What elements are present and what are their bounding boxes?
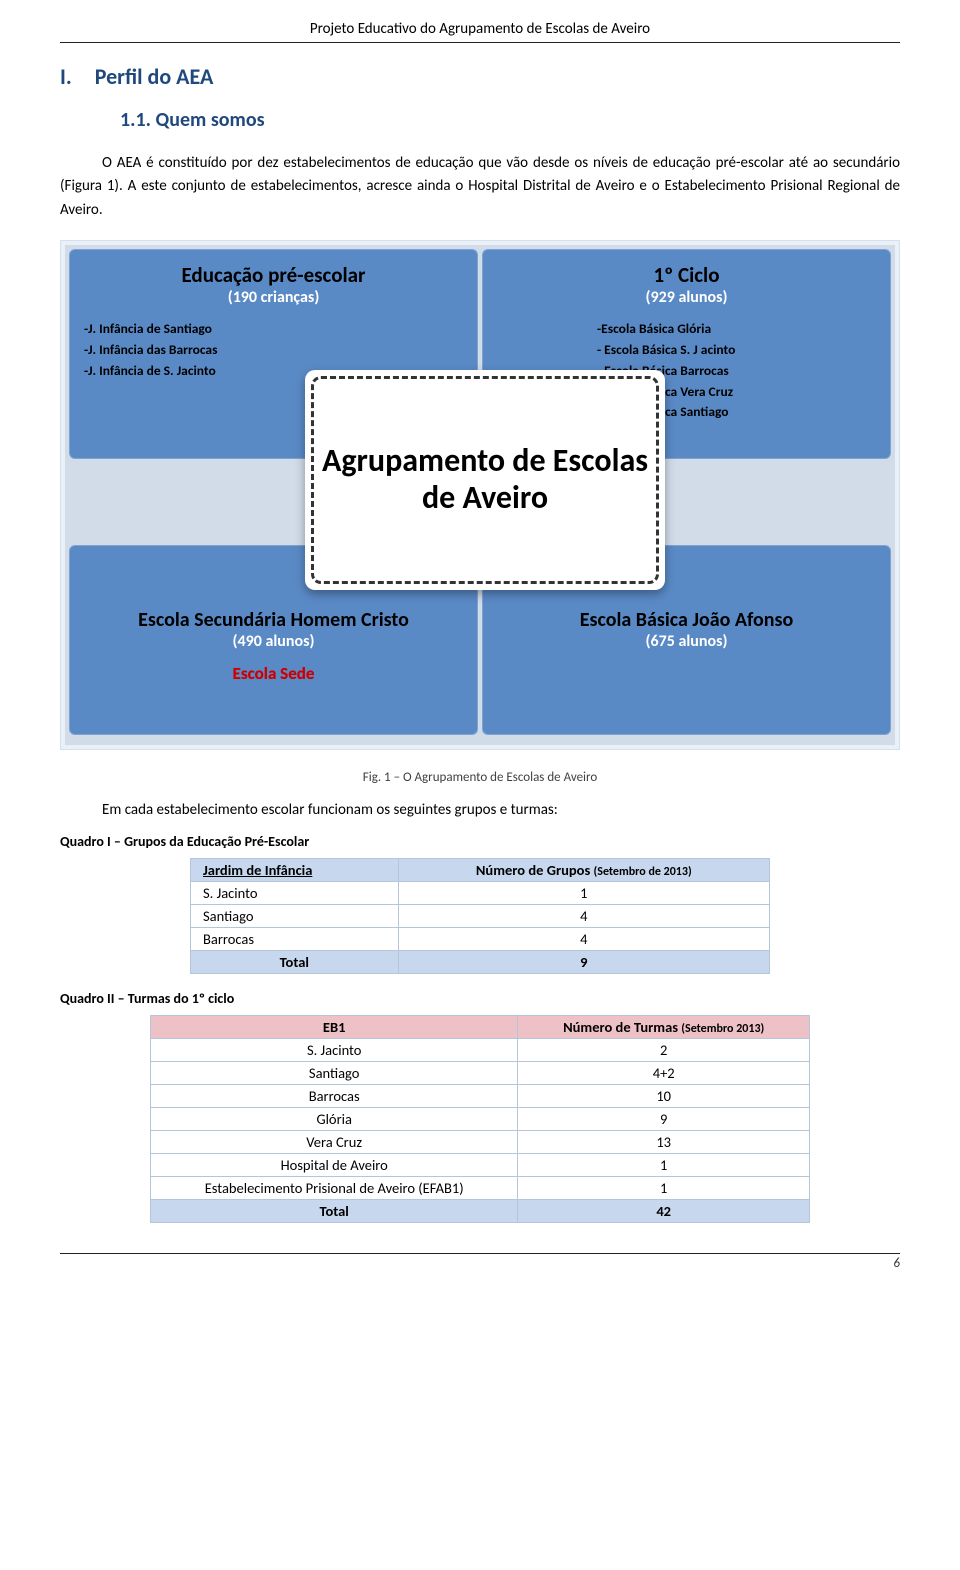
diagram-center-box: Agrupamento de Escolas de Aveiro	[305, 370, 665, 590]
doc-header-title: Projeto Educativo do Agrupamento de Esco…	[60, 20, 900, 38]
t2-head-right-main: Número de Turmas	[563, 1018, 681, 1036]
section-heading-2: 1.1. Quem somos	[120, 108, 900, 132]
quad-tr-sub: (929 alunos)	[497, 288, 876, 307]
quad-tr-title: 1º Ciclo	[497, 262, 876, 288]
section-h1-text: Perfil do AEA	[95, 63, 214, 90]
quad-tl-item: -J. Infância das Barrocas	[84, 340, 463, 361]
quad-tr-item: -Escola Básica Glória	[597, 319, 876, 340]
t2-cell-val: 9	[518, 1107, 810, 1130]
table-row: Barrocas4	[191, 927, 770, 950]
escola-sede-label: Escola Sede	[84, 663, 463, 684]
quad-bl-title: Escola Secundária Homem Cristo	[84, 608, 463, 632]
table-row: Estabelecimento Prisional de Aveiro (EFA…	[151, 1176, 810, 1199]
table-row: Santiago4	[191, 904, 770, 927]
t2-total-val: 42	[518, 1199, 810, 1222]
quad-tl-title: Educação pré-escolar	[84, 262, 463, 288]
quad-tr-item: - Escola Básica S. J acinto	[597, 340, 876, 361]
t1-head-right: Número de Grupos (Setembro de 2013)	[398, 858, 769, 881]
t2-cell-name: Barrocas	[151, 1084, 518, 1107]
t2-cell-name: Estabelecimento Prisional de Aveiro (EFA…	[151, 1176, 518, 1199]
t1-body: S. Jacinto1 Santiago4 Barrocas4 Total9	[191, 881, 770, 973]
t1-head-right-note: (Setembro de 2013)	[594, 865, 692, 879]
table-row: Santiago4+2	[151, 1061, 810, 1084]
t2-cell-name: Santiago	[151, 1061, 518, 1084]
table-row: Vera Cruz13	[151, 1130, 810, 1153]
t2-cell-name: Hospital de Aveiro	[151, 1153, 518, 1176]
figure-1-wrap: Educação pré-escolar (190 crianças) -J. …	[60, 240, 900, 750]
t2-cell-name: S. Jacinto	[151, 1038, 518, 1061]
section-h2-num: 1.1.	[120, 108, 151, 132]
section-roman: I.	[60, 63, 72, 90]
diagram-center-text: Agrupamento de Escolas de Aveiro	[313, 443, 657, 517]
t1-cell-val: 1	[398, 881, 769, 904]
t2-cell-val: 4+2	[518, 1061, 810, 1084]
t2-cell-name: Glória	[151, 1107, 518, 1130]
header-rule	[60, 42, 900, 43]
table-row: Hospital de Aveiro1	[151, 1153, 810, 1176]
t2-cell-val: 13	[518, 1130, 810, 1153]
t2-cell-val: 1	[518, 1153, 810, 1176]
section-heading-1: I. Perfil do AEA	[60, 63, 900, 90]
figure-1-diagram: Educação pré-escolar (190 crianças) -J. …	[65, 245, 895, 745]
quad-br-sub: (675 alunos)	[497, 632, 876, 651]
t1-head-right-main: Número de Grupos	[476, 861, 594, 879]
table-row: Barrocas10	[151, 1084, 810, 1107]
page-number: 6	[60, 1256, 900, 1271]
quadro-1-label: Quadro I – Grupos da Educação Pré-Escola…	[60, 833, 900, 850]
footer-rule	[60, 1253, 900, 1254]
quad-bl-sub: (490 alunos)	[84, 632, 463, 651]
t1-cell-val: 4	[398, 927, 769, 950]
table-quadro-2: EB1 Número de Turmas (Setembro 2013) S. …	[150, 1015, 810, 1223]
t2-cell-val: 2	[518, 1038, 810, 1061]
t2-head-left: EB1	[151, 1015, 518, 1038]
table-row: S. Jacinto2	[151, 1038, 810, 1061]
t1-total-val: 9	[398, 950, 769, 973]
t1-total-row: Total9	[191, 950, 770, 973]
section-h2-text: Quem somos	[156, 108, 265, 132]
t2-cell-val: 1	[518, 1176, 810, 1199]
t1-cell-name: S. Jacinto	[191, 881, 399, 904]
table-quadro-1: Jardim de Infância Número de Grupos (Set…	[190, 858, 770, 974]
t1-cell-name: Barrocas	[191, 927, 399, 950]
table-row: S. Jacinto1	[191, 881, 770, 904]
t2-body: S. Jacinto2 Santiago4+2 Barrocas10 Glóri…	[151, 1038, 810, 1222]
t1-cell-val: 4	[398, 904, 769, 927]
t2-total-row: Total42	[151, 1199, 810, 1222]
table-row: Glória9	[151, 1107, 810, 1130]
t2-cell-name: Vera Cruz	[151, 1130, 518, 1153]
quadro-2-label: Quadro II – Turmas do 1º ciclo	[60, 990, 900, 1007]
paragraph-intro: O AEA é constituído por dez estabelecime…	[60, 152, 900, 222]
t1-total-label: Total	[191, 950, 399, 973]
quad-tl-item: -J. Infância de Santiago	[84, 319, 463, 340]
paragraph-tables-intro: Em cada estabelecimento escolar funciona…	[60, 801, 900, 819]
t2-cell-val: 10	[518, 1084, 810, 1107]
figure-1-caption: Fig. 1 – O Agrupamento de Escolas de Ave…	[60, 770, 900, 785]
t1-head-left: Jardim de Infância	[191, 858, 399, 881]
t1-cell-name: Santiago	[191, 904, 399, 927]
quad-br-title: Escola Básica João Afonso	[497, 608, 876, 632]
t2-total-label: Total	[151, 1199, 518, 1222]
t2-head-right: Número de Turmas (Setembro 2013)	[518, 1015, 810, 1038]
quad-tl-sub: (190 crianças)	[84, 288, 463, 307]
t2-head-right-note: (Setembro 2013)	[681, 1022, 764, 1036]
